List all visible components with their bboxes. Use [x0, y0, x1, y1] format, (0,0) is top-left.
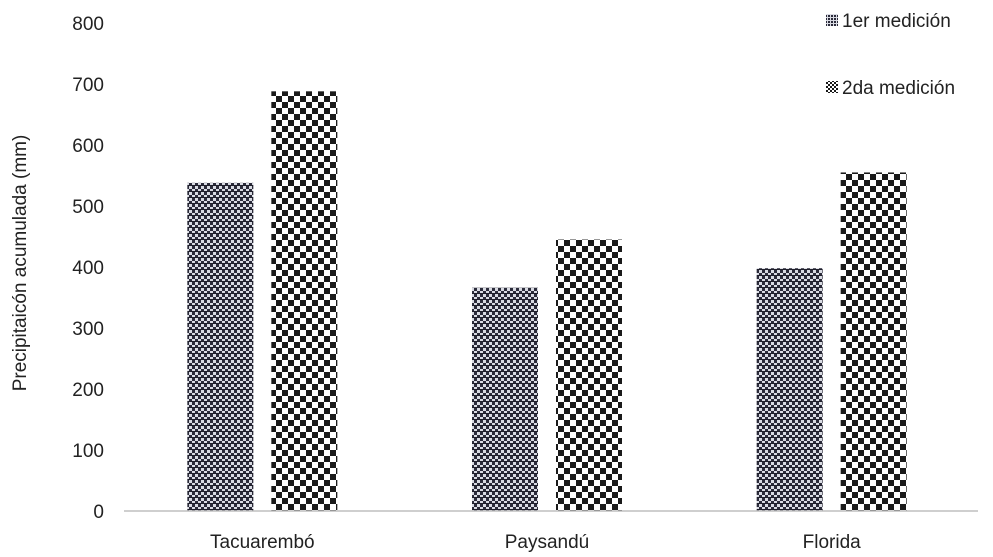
legend-item: 2da medición	[826, 78, 955, 99]
bar-series2-0	[271, 91, 338, 511]
y-tick-labels: 0 100 200 300 400 500 600 700 800	[72, 14, 104, 523]
y-tick-label: 100	[72, 441, 104, 462]
y-tick-label: 0	[93, 502, 104, 523]
y-tick-label: 200	[72, 380, 104, 401]
legend-swatch	[826, 14, 838, 26]
legend-item: 1er medición	[826, 11, 951, 32]
bar-series2-2	[840, 172, 907, 511]
legend: 1er medición 2da medición	[826, 11, 955, 99]
y-tick-label: 500	[72, 197, 104, 218]
y-tick-label: 800	[72, 14, 104, 35]
legend-swatch	[826, 81, 838, 93]
legend-label: 1er medición	[842, 11, 951, 32]
y-tick-label: 300	[72, 319, 104, 340]
bar-series1-1	[472, 287, 538, 511]
bar-series1-0	[187, 182, 254, 511]
bar-series1-2	[756, 268, 823, 511]
bars	[187, 91, 907, 512]
category-labels: Tacuarembó Paysandú Florida	[210, 532, 861, 553]
category-label: Paysandú	[505, 532, 590, 553]
category-label: Florida	[803, 532, 862, 553]
y-tick-label: 400	[72, 258, 104, 279]
bar-series2-1	[556, 239, 622, 512]
category-label: Tacuarembó	[210, 532, 315, 553]
y-tick-label: 600	[72, 136, 104, 157]
y-axis-title-group: Precipitaicón acumulada (mm)	[10, 135, 31, 392]
y-axis-title: Precipitaicón acumulada (mm)	[10, 135, 31, 392]
legend-label: 2da medición	[842, 78, 955, 99]
y-tick-label: 700	[72, 75, 104, 96]
